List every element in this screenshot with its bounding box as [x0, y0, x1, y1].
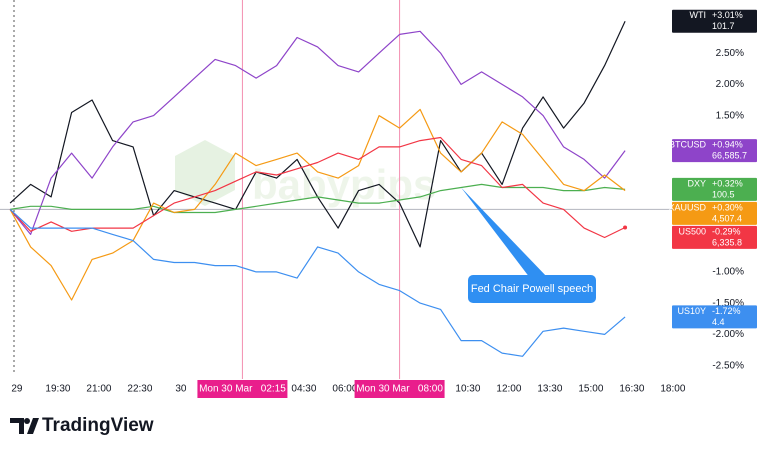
series-line: [9, 208, 626, 357]
x-tick-label: 30: [175, 384, 187, 395]
annotation-pointer: [461, 187, 548, 278]
series-label: WTI +3.01%101.7: [672, 9, 757, 33]
x-tick-label: 21:00: [86, 384, 111, 395]
series-price: 4,507.4: [712, 213, 742, 223]
x-tick-label: 06:00: [332, 384, 357, 395]
brand-text: TradingView: [42, 415, 154, 436]
brand-logo-dot: [24, 418, 30, 424]
series-label-box: [672, 177, 757, 201]
last-point: [623, 225, 628, 230]
series-name: US500: [678, 226, 706, 236]
series-label-box: [672, 305, 757, 329]
annotation-text: Fed Chair Powell speech: [471, 283, 593, 295]
series-price: 66,585.7: [712, 151, 747, 161]
series-line: [9, 21, 626, 248]
series-change: -1.72%: [712, 306, 741, 316]
x-tick-label: 19:30: [45, 384, 70, 395]
y-tick-label: -2.50%: [712, 360, 744, 371]
marker-label-box: [354, 380, 445, 398]
y-tick-label: -1.50%: [712, 298, 744, 309]
y-tick-label: 2.00%: [716, 79, 744, 90]
watermark-logo: [175, 140, 235, 206]
series-label: US500 -0.29%6,335.8: [672, 225, 757, 249]
series-line: [9, 108, 626, 301]
series-line: [9, 30, 626, 235]
series-price: 101.7: [712, 21, 735, 31]
series-label-box: [672, 225, 757, 249]
series-change: +3.01%: [712, 10, 743, 20]
y-tick-label: -1.00%: [712, 267, 744, 278]
series-name: DXY: [687, 178, 706, 188]
y-tick-label: 1.50%: [716, 110, 744, 121]
brand-logo: [10, 418, 39, 434]
x-tick-label: 10:30: [455, 384, 480, 395]
watermark: babypips: [175, 140, 436, 208]
series-label-box: [672, 139, 757, 163]
marker-label: Mon 30 Mar 02:15: [199, 384, 286, 395]
x-tick-label: 04:30: [291, 384, 316, 395]
series-price: 6,335.8: [712, 237, 742, 247]
series-name: US10Y: [677, 306, 706, 316]
series-change: -0.29%: [712, 226, 741, 236]
plot: 2.50%2.00%1.50%0.00%-1.00%-1.50%-2.00%-2…: [0, 0, 757, 398]
x-tick-label: 15:00: [578, 384, 603, 395]
series-line: [9, 136, 626, 239]
series-label: DXY +0.32%100.5: [672, 177, 757, 201]
series-price: 4.4: [712, 317, 725, 327]
series-label: XAUUSD +0.30%4,507.4: [668, 201, 757, 225]
series-label: US10Y -1.72%4.4: [672, 305, 757, 329]
series-change: +0.32%: [712, 178, 743, 188]
marker-label: Mon 30 Mar 08:00: [356, 384, 443, 395]
marker-label-box: [197, 380, 288, 398]
series-label-box: [672, 201, 757, 225]
y-tick-label: -2.00%: [712, 329, 744, 340]
x-tick-label: 12:00: [496, 384, 521, 395]
brand: TradingView: [10, 415, 154, 436]
x-tick-label: 13:30: [537, 384, 562, 395]
series-price: 100.5: [712, 189, 735, 199]
annotation-box: [468, 275, 596, 303]
x-tick-label: 16:30: [619, 384, 644, 395]
series-name: XAUUSD: [668, 202, 706, 212]
x-tick-label: 22:30: [127, 384, 152, 395]
series-change: +0.30%: [712, 202, 743, 212]
series-line: [10, 183, 626, 214]
series-change: +0.94%: [712, 140, 743, 150]
y-tick-label: 2.50%: [716, 48, 744, 59]
series-name: BTCUSD: [669, 140, 707, 150]
series-label: BTCUSD +0.94%66,585.7: [669, 139, 757, 163]
watermark-text: babypips: [252, 161, 436, 208]
series-name: WTI: [690, 10, 707, 20]
x-tick-label: 29: [11, 384, 23, 395]
x-tick-label: 18:00: [660, 384, 685, 395]
series-label-box: [672, 9, 757, 33]
